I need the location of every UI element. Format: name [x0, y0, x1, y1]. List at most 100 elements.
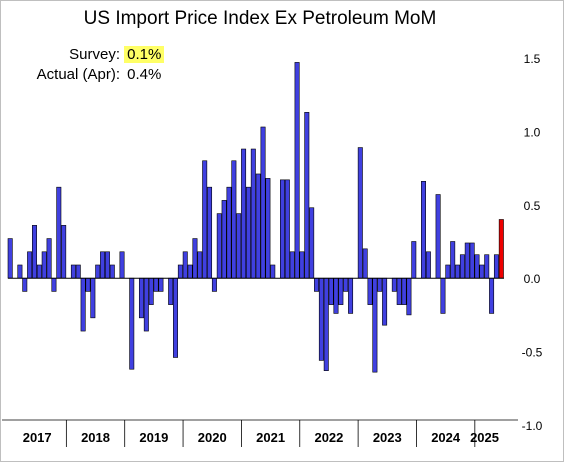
bar — [362, 248, 368, 279]
bar — [391, 277, 397, 292]
bar — [318, 277, 324, 361]
bar — [158, 277, 164, 292]
bar — [382, 277, 388, 326]
bar — [61, 225, 67, 279]
survey-label: Survey: — [69, 46, 120, 63]
bar — [182, 251, 188, 279]
bar — [17, 264, 23, 279]
bar — [450, 241, 456, 279]
bar — [348, 277, 354, 314]
bar — [445, 264, 451, 279]
bar — [231, 160, 237, 279]
survey-annotation: Survey: 0.1% — [0, 46, 165, 63]
bar — [367, 277, 373, 305]
bar — [294, 62, 300, 279]
bar — [177, 264, 183, 279]
bar — [168, 277, 174, 305]
bar — [211, 277, 217, 292]
bar — [41, 251, 47, 279]
bar — [421, 181, 426, 279]
bar — [148, 277, 154, 305]
bar — [406, 277, 412, 316]
bar — [129, 277, 135, 370]
bar — [498, 219, 504, 279]
bar — [100, 251, 106, 279]
bar — [143, 277, 149, 332]
year-label: 2022 — [314, 430, 343, 445]
bar — [216, 213, 222, 279]
bar — [469, 242, 475, 279]
bar — [51, 277, 57, 292]
actual-label: Actual (Apr): — [36, 66, 120, 83]
actual-annotation: Actual (Apr): 0.4% — [0, 66, 162, 83]
bar — [192, 238, 198, 279]
bar — [32, 225, 37, 279]
bar — [265, 178, 271, 279]
bar — [153, 277, 159, 292]
bar — [289, 251, 295, 279]
bar — [138, 277, 144, 319]
bar — [236, 213, 242, 279]
bar — [119, 251, 125, 279]
bar — [489, 277, 495, 314]
year-label: 2021 — [256, 430, 285, 445]
bar — [357, 147, 363, 279]
y-tick-label: -0.5 — [522, 346, 543, 360]
bar — [7, 238, 13, 279]
bar — [70, 264, 76, 279]
year-label: 2017 — [23, 430, 52, 445]
bar — [27, 251, 33, 279]
year-label: 2020 — [198, 430, 227, 445]
y-tick-label: 0.5 — [524, 199, 541, 213]
bar — [333, 277, 339, 314]
bar — [328, 277, 334, 305]
bar — [484, 254, 490, 279]
bar — [109, 264, 115, 279]
y-tick-label: 1.0 — [524, 125, 541, 139]
survey-value: 0.1% — [124, 46, 165, 63]
bar — [314, 277, 320, 292]
bar — [270, 264, 276, 279]
bar — [250, 148, 256, 279]
bar — [187, 264, 193, 279]
bar — [459, 254, 465, 279]
year-label: 2018 — [81, 430, 110, 445]
bar — [401, 277, 407, 305]
y-tick-label: 0.0 — [524, 272, 541, 286]
bar — [299, 251, 305, 279]
bar — [323, 277, 329, 371]
bar — [202, 160, 208, 279]
bar — [46, 238, 52, 279]
bar — [304, 112, 310, 279]
bar — [90, 277, 96, 319]
bar — [260, 126, 266, 279]
bar — [241, 148, 247, 279]
bar — [440, 277, 446, 314]
year-label: 2019 — [139, 430, 168, 445]
bar — [80, 277, 86, 332]
bar — [411, 241, 417, 279]
bar — [75, 264, 81, 279]
y-tick-label: -1.0 — [522, 419, 543, 433]
bar — [280, 179, 285, 279]
bar — [56, 186, 62, 279]
bar — [22, 277, 28, 292]
bar — [464, 242, 470, 279]
bar — [343, 277, 349, 292]
bar — [173, 277, 178, 358]
chart-title: US Import Price Index Ex Petroleum MoM — [83, 8, 437, 29]
actual-value: 0.4% — [127, 66, 162, 83]
bar — [104, 251, 110, 279]
bar — [493, 254, 499, 279]
bar — [455, 264, 461, 279]
bar — [425, 251, 431, 279]
bar — [435, 194, 441, 279]
bar — [85, 277, 91, 292]
bar — [284, 179, 290, 279]
bar — [255, 173, 261, 279]
bar — [221, 200, 227, 279]
year-label: 2024 — [431, 430, 461, 445]
bar — [226, 186, 232, 279]
bar — [474, 254, 480, 279]
